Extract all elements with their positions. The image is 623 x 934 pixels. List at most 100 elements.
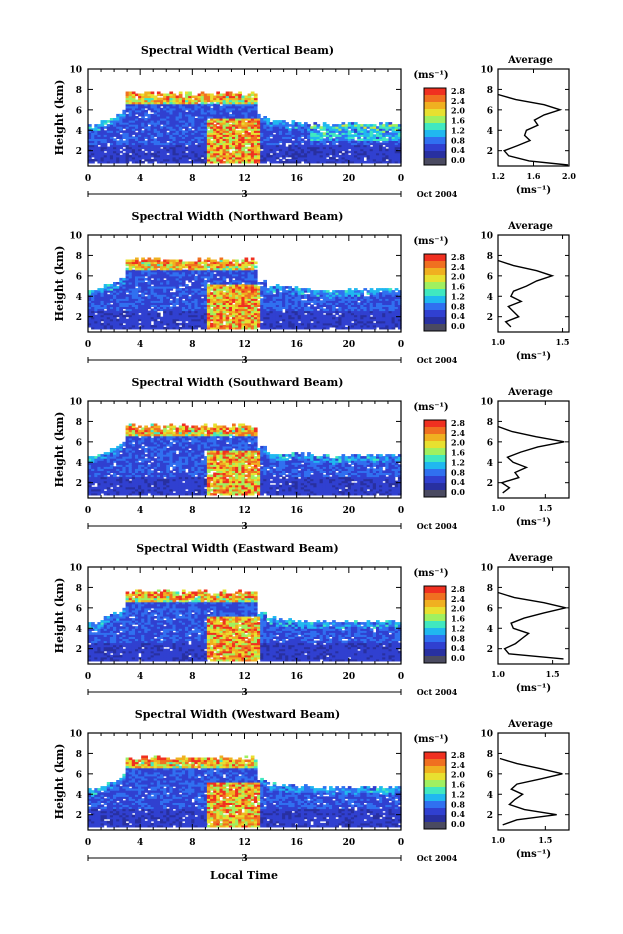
heatmap-cell xyxy=(354,122,358,125)
heatmap-cell xyxy=(101,120,105,123)
heatmap-cell xyxy=(320,300,324,303)
heatmap-cell xyxy=(176,298,180,301)
y-tick-label: 8 xyxy=(76,86,82,96)
heatmap-cell xyxy=(132,270,136,273)
colorbar-tick-label: 1.6 xyxy=(451,116,465,126)
heatmap-cell xyxy=(270,286,274,289)
x-tick-label: 12 xyxy=(238,174,251,184)
heatmap-cell xyxy=(238,130,242,133)
day-label: 3 xyxy=(241,190,247,200)
colorbar-tick-label: 0.0 xyxy=(451,155,465,165)
heatmap-cell xyxy=(270,138,274,141)
colorbar-band xyxy=(424,130,446,138)
heatmap-cell xyxy=(113,118,117,121)
heatmap-cell xyxy=(373,124,377,127)
heatmap-cell xyxy=(132,92,136,95)
heatmap-cell xyxy=(257,286,261,289)
date-label: Oct 2004 xyxy=(417,189,458,199)
panel-title: Spectral Width (Vertical Beam) xyxy=(141,44,334,57)
x-tick-label: 8 xyxy=(189,174,195,184)
colorbar-band xyxy=(424,123,446,131)
heatmap-cell xyxy=(354,141,358,144)
heatmap-cell xyxy=(185,153,189,156)
x-tick-label: 20 xyxy=(343,174,356,184)
heatmap-cell xyxy=(122,311,126,314)
heatmap-cell xyxy=(154,96,158,99)
colorbar-unit: (ms⁻¹) xyxy=(413,70,448,81)
heatmap-cell xyxy=(185,112,189,115)
heatmap-cell xyxy=(122,141,126,144)
heatmap-cell xyxy=(270,122,274,125)
heatmap-cell xyxy=(101,323,105,326)
heatmap-cell xyxy=(288,159,292,162)
heatmap-cell xyxy=(363,288,367,291)
average-title: Average xyxy=(507,55,553,66)
heatmap-cell xyxy=(185,92,189,95)
heatmap-cell xyxy=(157,313,161,316)
heatmap-cell xyxy=(188,92,192,95)
heatmap-cell xyxy=(207,258,211,261)
y-tick-label: 10 xyxy=(69,66,82,76)
colorbar-band xyxy=(424,102,446,110)
heatmap-cell xyxy=(113,138,117,141)
heatmap-cell xyxy=(194,96,198,99)
heatmap-cell xyxy=(288,286,292,289)
heatmap-cell xyxy=(207,130,211,133)
heatmap-cell xyxy=(301,288,305,291)
heatmap-cell xyxy=(385,288,389,291)
heatmap-cell xyxy=(144,260,148,263)
heatmap-cell xyxy=(288,145,292,148)
heatmap-cell xyxy=(122,149,126,152)
heatmap-cell xyxy=(185,323,189,326)
heatmap-cell xyxy=(288,124,292,127)
x-tick-label: 0 xyxy=(85,174,91,184)
heatmap-cell xyxy=(279,323,283,326)
heatmap-cell xyxy=(216,262,220,265)
colorbar-band xyxy=(424,88,446,96)
average-y-tick-label: 2 xyxy=(487,147,493,157)
panel-2: Spectral Width (Northward Beam)246810Hei… xyxy=(53,210,570,366)
heatmap-cell xyxy=(91,159,95,162)
heatmap-cell xyxy=(279,292,283,295)
average-profile-line xyxy=(498,95,568,166)
heatmap-cell xyxy=(373,290,377,293)
average-x-tick-label: 1.2 xyxy=(491,171,505,181)
colorbar-band xyxy=(424,116,446,124)
heatmap-cell xyxy=(185,262,189,265)
heatmap-cell xyxy=(310,290,314,293)
heatmap-cell xyxy=(342,153,346,156)
heatmap-cells xyxy=(88,258,402,330)
heatmap-cell xyxy=(157,258,161,261)
heatmap-cell xyxy=(207,94,211,97)
heatmap-cell xyxy=(373,134,377,137)
heatmap-cell xyxy=(279,145,283,148)
heatmap-cell xyxy=(363,124,367,127)
heatmap-cell xyxy=(176,260,180,263)
heatmap-cell xyxy=(194,262,198,265)
heatmap-cell xyxy=(310,126,314,129)
colorbar-band xyxy=(424,151,446,159)
heatmap-cell xyxy=(113,282,117,285)
heatmap-cell xyxy=(354,288,358,291)
heatmap-cell xyxy=(320,290,324,293)
heatmap-cell xyxy=(279,286,283,289)
heatmap-cell xyxy=(198,258,202,261)
heatmap-cell xyxy=(332,290,336,293)
heatmap-cell xyxy=(245,258,249,261)
heatmap-cell xyxy=(154,258,158,261)
heatmap-cell xyxy=(332,124,336,127)
heatmap-cell xyxy=(385,138,389,141)
y-tick-label: 6 xyxy=(76,106,82,116)
heatmap-cell xyxy=(207,264,211,267)
heatmap-cell xyxy=(122,130,126,133)
heatmap-cell xyxy=(163,260,167,263)
colorbar-band xyxy=(424,137,446,145)
average-xlabel: (ms⁻¹) xyxy=(516,185,551,196)
heatmap-cell xyxy=(342,290,346,293)
heatmap-cell xyxy=(363,161,367,164)
heatmap-cell xyxy=(235,260,239,263)
heatmap-cell xyxy=(185,147,189,150)
heatmap-cells xyxy=(88,92,402,164)
heatmap-cell xyxy=(144,282,148,285)
